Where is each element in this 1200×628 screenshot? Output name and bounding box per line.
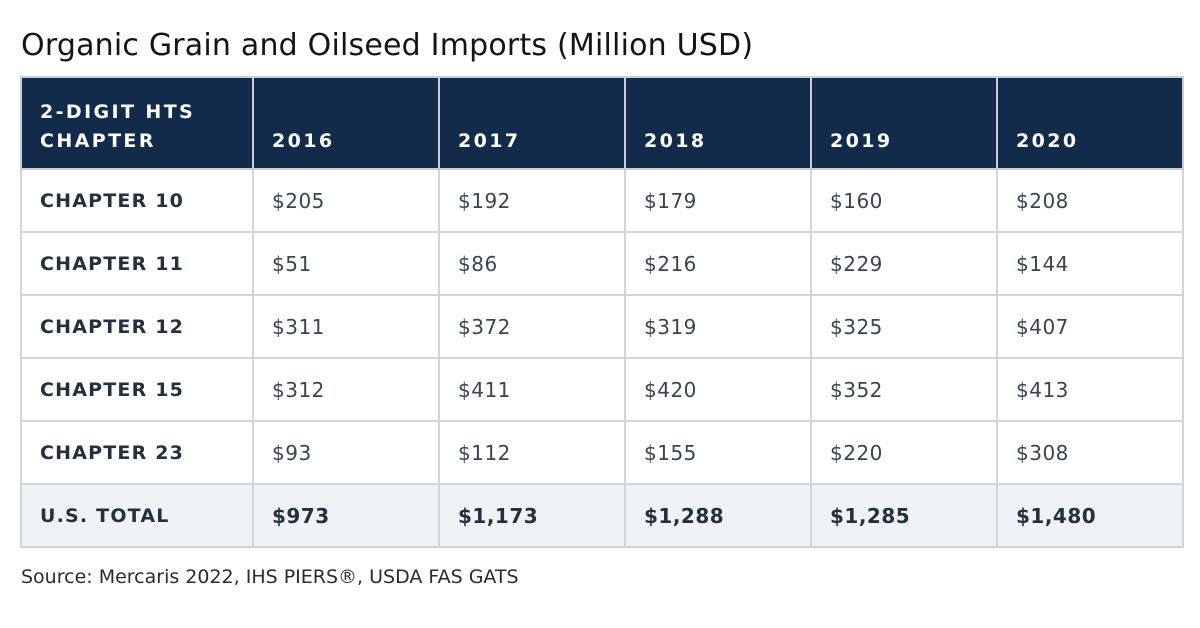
- column-header-chapter: 2-DIGIT HTS CHAPTER: [20, 76, 254, 170]
- value-cell-2018: $420: [624, 357, 812, 422]
- value-cell-2018: $155: [624, 420, 812, 485]
- column-header-year: 2020: [996, 76, 1184, 170]
- value-cell-2019: $1,285: [810, 483, 998, 548]
- row-label: CHAPTER 12: [20, 294, 254, 359]
- table-row: CHAPTER 10 $205 $192 $179 $160 $208: [20, 168, 1184, 233]
- value-cell-2018: $1,288: [624, 483, 812, 548]
- value-cell-2017: $1,173: [438, 483, 626, 548]
- value-cell-2016: $311: [252, 294, 440, 359]
- value-cell-2020: $208: [996, 168, 1184, 233]
- source-note: Source: Mercaris 2022, IHS PIERS®, USDA …: [21, 566, 519, 588]
- table-row: CHAPTER 15 $312 $411 $420 $352 $413: [20, 357, 1184, 422]
- row-label: CHAPTER 23: [20, 420, 254, 485]
- value-cell-2020: $308: [996, 420, 1184, 485]
- value-cell-2020: $407: [996, 294, 1184, 359]
- table-row: CHAPTER 12 $311 $372 $319 $325 $407: [20, 294, 1184, 359]
- value-cell-2019: $160: [810, 168, 998, 233]
- column-header-year: 2016: [252, 76, 440, 170]
- value-cell-2018: $179: [624, 168, 812, 233]
- value-cell-2020: $413: [996, 357, 1184, 422]
- value-cell-2017: $192: [438, 168, 626, 233]
- value-cell-2017: $411: [438, 357, 626, 422]
- row-label: CHAPTER 15: [20, 357, 254, 422]
- imports-table: 2-DIGIT HTS CHAPTER 2016 2017 2018 2019 2…: [20, 76, 1184, 548]
- value-cell-2019: $229: [810, 231, 998, 296]
- value-cell-2019: $352: [810, 357, 998, 422]
- value-cell-2019: $220: [810, 420, 998, 485]
- value-cell-2019: $325: [810, 294, 998, 359]
- value-cell-2016: $205: [252, 168, 440, 233]
- column-header-year: 2017: [438, 76, 626, 170]
- table-row: CHAPTER 11 $51 $86 $216 $229 $144: [20, 231, 1184, 296]
- column-header-year: 2019: [810, 76, 998, 170]
- value-cell-2017: $112: [438, 420, 626, 485]
- value-cell-2018: $216: [624, 231, 812, 296]
- row-label: CHAPTER 11: [20, 231, 254, 296]
- header-row: 2-DIGIT HTS CHAPTER 2016 2017 2018 2019 2…: [20, 76, 1184, 170]
- table-title: Organic Grain and Oilseed Imports (Milli…: [21, 28, 754, 63]
- value-cell-2016: $93: [252, 420, 440, 485]
- value-cell-2016: $973: [252, 483, 440, 548]
- row-label: U.S. TOTAL: [20, 483, 254, 548]
- value-cell-2017: $86: [438, 231, 626, 296]
- table-row: CHAPTER 23 $93 $112 $155 $220 $308: [20, 420, 1184, 485]
- value-cell-2020: $1,480: [996, 483, 1184, 548]
- column-header-chapter-line1: 2-DIGIT HTS: [40, 101, 196, 123]
- value-cell-2020: $144: [996, 231, 1184, 296]
- value-cell-2016: $51: [252, 231, 440, 296]
- row-label: CHAPTER 10: [20, 168, 254, 233]
- column-header-chapter-line2: CHAPTER: [40, 130, 156, 152]
- value-cell-2017: $372: [438, 294, 626, 359]
- column-header-year: 2018: [624, 76, 812, 170]
- value-cell-2016: $312: [252, 357, 440, 422]
- total-row: U.S. TOTAL $973 $1,173 $1,288 $1,285 $1,480: [20, 483, 1184, 548]
- value-cell-2018: $319: [624, 294, 812, 359]
